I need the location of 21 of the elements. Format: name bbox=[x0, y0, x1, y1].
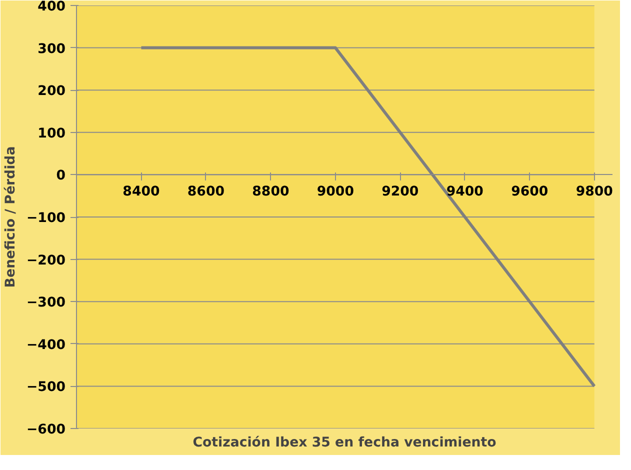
x-tick-label: 9200 bbox=[382, 184, 419, 200]
y-tick-label: 200 bbox=[38, 84, 66, 100]
y-tick-label: −500 bbox=[26, 380, 66, 396]
x-axis-title: Cotización Ibex 35 en fecha vencimiento bbox=[192, 436, 496, 450]
y-tick-label: 100 bbox=[38, 126, 66, 142]
y-tick-label: −400 bbox=[26, 338, 66, 353]
y-tick-label: 400 bbox=[38, 0, 66, 14]
x-tick-label: 8800 bbox=[252, 184, 290, 200]
y-tick-label: 300 bbox=[38, 42, 66, 57]
x-tick-label: 9800 bbox=[576, 184, 613, 200]
y-tick-label: 0 bbox=[56, 168, 66, 184]
y-tick-label: −600 bbox=[26, 422, 66, 438]
x-tick-label: 8600 bbox=[187, 184, 225, 200]
x-tick-label: 8400 bbox=[122, 184, 160, 200]
y-axis-title: Beneficio / Pérdida bbox=[4, 146, 19, 288]
y-tick-label: −100 bbox=[26, 211, 66, 226]
x-tick-label: 9600 bbox=[511, 184, 548, 200]
x-tick-label: 9000 bbox=[316, 184, 354, 200]
y-tick-label: −300 bbox=[26, 296, 66, 311]
y-tick-label: −200 bbox=[26, 253, 66, 268]
x-tick-label: 9400 bbox=[446, 184, 484, 200]
